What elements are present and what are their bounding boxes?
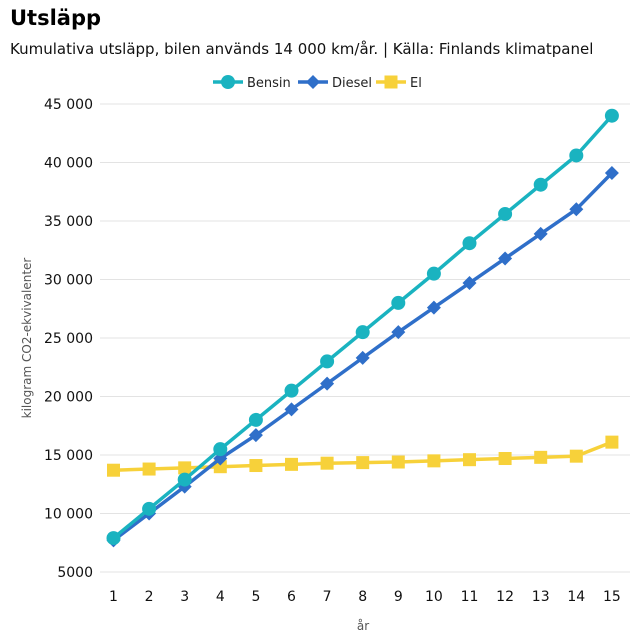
- x-tick-label: 1: [109, 589, 118, 605]
- legend-marker: [306, 75, 320, 89]
- data-point: [463, 453, 476, 467]
- legend: Bensin Diesel El: [213, 75, 422, 91]
- y-axis-title: kilogram CO2-ekvivalenter: [20, 258, 34, 419]
- legend-label: El: [410, 76, 422, 91]
- x-tick-label: 6: [287, 589, 296, 605]
- data-point: [569, 449, 583, 463]
- x-axis-title: år: [357, 619, 369, 633]
- x-tick-label: 13: [532, 589, 550, 605]
- data-point: [534, 450, 548, 464]
- y-tick-label: 5000: [57, 565, 93, 581]
- data-point: [426, 266, 441, 281]
- data-point: [569, 202, 584, 217]
- x-tick-label: 12: [496, 589, 514, 605]
- x-axis-ticks: 1 2 3 4 5 6 7 8 9 10 11 12 13 14 15: [109, 589, 621, 605]
- data-point: [178, 461, 192, 475]
- x-tick-label: 9: [394, 589, 403, 605]
- x-tick-label: 4: [216, 589, 225, 605]
- y-tick-label: 45 000: [44, 97, 93, 113]
- data-point: [462, 236, 477, 251]
- data-point: [498, 206, 513, 221]
- x-tick-label: 15: [603, 589, 621, 605]
- data-point: [498, 452, 512, 466]
- y-tick-label: 35 000: [44, 214, 93, 230]
- data-point: [604, 166, 619, 181]
- legend-item-el: El: [376, 75, 422, 91]
- data-point: [177, 472, 192, 487]
- y-tick-label: 30 000: [44, 273, 93, 289]
- grid: [100, 103, 630, 573]
- x-tick-label: 3: [180, 589, 189, 605]
- data-point: [142, 501, 157, 516]
- chart-title: Utsläpp: [10, 6, 102, 30]
- legend-marker: [221, 75, 235, 89]
- data-point: [248, 412, 263, 427]
- legend-item-bensin: Bensin: [213, 75, 291, 91]
- data-point: [320, 376, 335, 391]
- legend-label: Diesel: [332, 76, 372, 91]
- x-tick-label: 8: [358, 589, 367, 605]
- y-tick-label: 15 000: [44, 448, 93, 464]
- data-point: [391, 455, 405, 469]
- data-point: [605, 435, 619, 449]
- x-tick-label: 14: [567, 589, 585, 605]
- legend-marker: [384, 75, 398, 89]
- data-point: [569, 148, 584, 163]
- data-point: [213, 442, 228, 457]
- y-tick-label: 25 000: [44, 331, 93, 347]
- data-point: [249, 459, 263, 473]
- data-point: [213, 460, 227, 474]
- y-tick-label: 20 000: [44, 390, 93, 406]
- data-point: [391, 295, 406, 310]
- data-point: [533, 226, 548, 241]
- x-tick-label: 7: [323, 589, 332, 605]
- chart-subtitle: Kumulativa utsläpp, bilen används 14 000…: [10, 40, 594, 58]
- data-point: [284, 383, 299, 398]
- data-point: [355, 325, 370, 340]
- x-tick-label: 2: [145, 589, 154, 605]
- y-tick-label: 40 000: [44, 156, 93, 172]
- y-tick-label: 10 000: [44, 507, 93, 523]
- data-point: [462, 276, 477, 291]
- x-tick-label: 5: [251, 589, 260, 605]
- data-point: [427, 454, 441, 468]
- x-tick-label: 10: [425, 589, 443, 605]
- data-point: [533, 177, 548, 192]
- data-point: [604, 108, 619, 123]
- data-point: [285, 457, 298, 471]
- data-point: [320, 354, 335, 369]
- data-point: [248, 428, 263, 443]
- data-point: [284, 402, 299, 417]
- data-point: [356, 456, 370, 470]
- legend-label: Bensin: [247, 76, 291, 91]
- y-axis-ticks: 5000 10 000 15 000 20 000 25 000 30 000 35 000…: [44, 97, 93, 581]
- data-point: [426, 300, 441, 315]
- data-point: [391, 325, 406, 340]
- data-point: [106, 531, 121, 546]
- series-el: [107, 435, 619, 477]
- series-diesel: [106, 166, 619, 548]
- series-layer: [106, 108, 619, 548]
- data-point: [107, 463, 120, 477]
- x-tick-label: 11: [461, 589, 479, 605]
- data-point: [320, 456, 334, 470]
- data-point: [355, 350, 370, 365]
- legend-item-diesel: Diesel: [298, 75, 372, 91]
- data-point: [142, 462, 156, 476]
- data-point: [498, 251, 513, 266]
- series-bensin: [106, 108, 619, 546]
